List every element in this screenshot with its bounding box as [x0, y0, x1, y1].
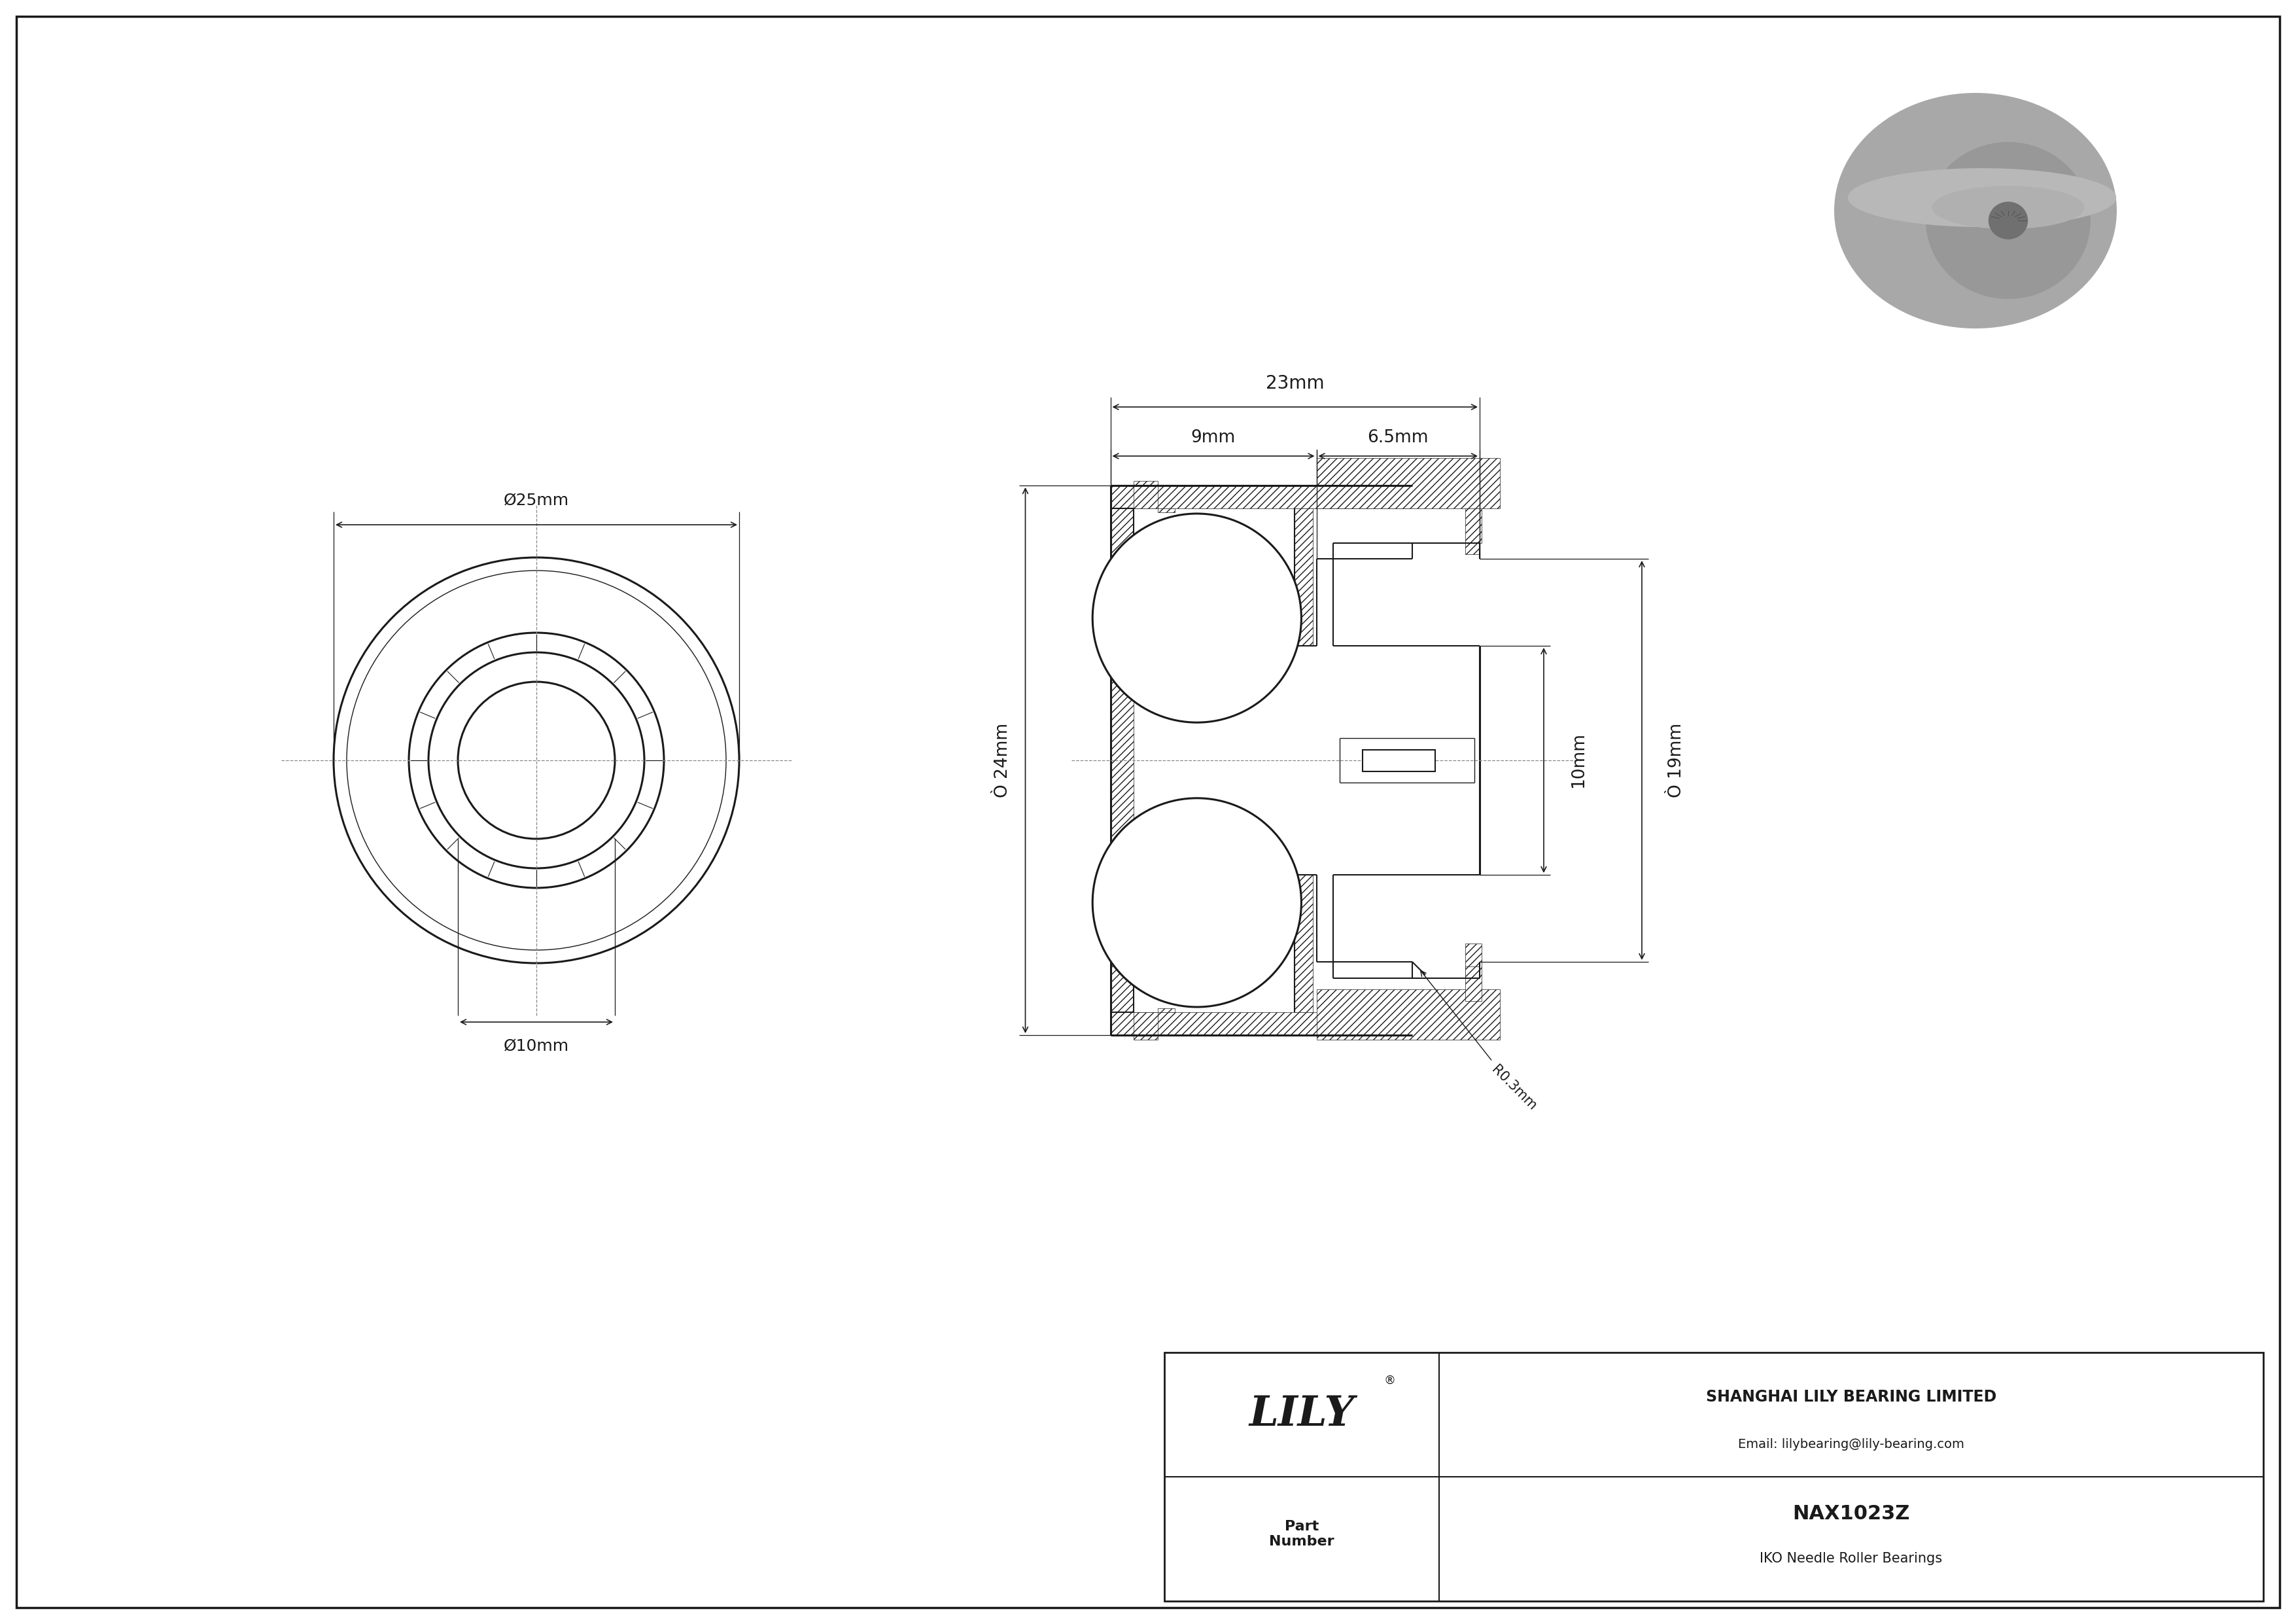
Text: Part
Number: Part Number — [1270, 1520, 1334, 1548]
Text: LILY: LILY — [1249, 1395, 1355, 1434]
Text: NAX1023Z: NAX1023Z — [1793, 1504, 1910, 1523]
Bar — [1295, 875, 1313, 1012]
Bar — [1157, 508, 1176, 512]
Ellipse shape — [1848, 169, 2117, 227]
Text: 9mm: 9mm — [1192, 429, 1235, 447]
Text: Ò 24mm: Ò 24mm — [994, 723, 1010, 797]
Bar — [1157, 1009, 1176, 1012]
Text: ®: ® — [1384, 1374, 1396, 1387]
Text: IKO Needle Roller Bearings: IKO Needle Roller Bearings — [1761, 1553, 1942, 1566]
Bar — [1134, 481, 1157, 508]
Text: 10mm: 10mm — [1570, 732, 1587, 788]
Bar — [1295, 508, 1313, 646]
Bar — [1111, 486, 1410, 508]
Bar — [1164, 1353, 2264, 1601]
Circle shape — [1093, 797, 1302, 1007]
Circle shape — [1093, 513, 1302, 723]
Bar — [1111, 1012, 1410, 1034]
Text: Email: lilybearing@lily-bearing.com: Email: lilybearing@lily-bearing.com — [1738, 1439, 1965, 1450]
Bar — [1111, 508, 1134, 1012]
Ellipse shape — [1926, 141, 2092, 299]
Bar — [1316, 458, 1499, 508]
Bar — [1465, 944, 1481, 1000]
Bar — [1362, 750, 1435, 771]
Text: Ò 19mm: Ò 19mm — [1667, 723, 1685, 797]
Text: Ø25mm: Ø25mm — [503, 492, 569, 508]
Text: R0.3mm: R0.3mm — [1421, 971, 1538, 1112]
Ellipse shape — [1988, 201, 2027, 239]
Ellipse shape — [1835, 93, 2117, 328]
Bar — [1465, 542, 1479, 554]
Bar — [1465, 966, 1479, 978]
Text: 6.5mm: 6.5mm — [1368, 429, 1428, 447]
Ellipse shape — [1931, 185, 2085, 229]
Bar — [1316, 989, 1499, 1039]
Text: 23mm: 23mm — [1265, 374, 1325, 393]
Text: Ø10mm: Ø10mm — [503, 1038, 569, 1054]
Bar — [1134, 1012, 1157, 1039]
Bar — [1465, 508, 1481, 542]
Text: SHANGHAI LILY BEARING LIMITED: SHANGHAI LILY BEARING LIMITED — [1706, 1390, 1998, 1405]
